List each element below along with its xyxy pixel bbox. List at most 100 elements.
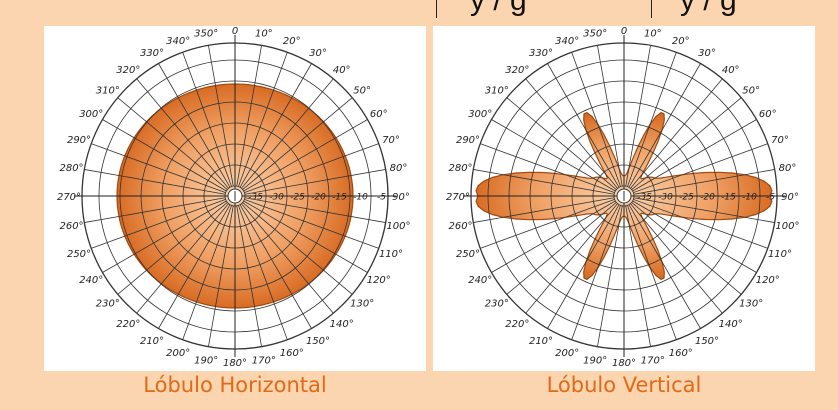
horizontal-pattern-panel: 0 10° 20° 30° 40° 50° 60° 70° 80° 90° 100° 110° 120°… (44, 26, 426, 371)
angle-label: 200° (555, 348, 579, 359)
grid-spoke (633, 143, 768, 193)
grid-spoke (628, 204, 701, 329)
angle-label: 320° (116, 65, 140, 76)
angle-label: 260° (448, 221, 472, 232)
grid-spoke (182, 205, 232, 340)
grid-spoke (473, 197, 615, 223)
angle-label: 220° (505, 319, 529, 330)
grid-spoke (182, 52, 232, 187)
db-scale-label: -10 (353, 193, 368, 203)
angle-label: 230° (485, 299, 509, 310)
grid-spoke (84, 169, 226, 195)
angle-label: 70° (382, 135, 400, 146)
grid-spoke (632, 119, 757, 192)
grid-spoke (136, 78, 229, 189)
angle-label: 130° (739, 299, 763, 310)
angle-label: 110° (379, 249, 403, 260)
angle-label: 170° (252, 355, 276, 366)
grid-spoke (242, 202, 353, 295)
grid-spoke (491, 200, 616, 273)
grid-spoke (136, 203, 229, 314)
polar-grid (74, 35, 396, 357)
grid-spoke (547, 204, 620, 329)
angle-label: 30° (698, 48, 716, 59)
angle-label: 290° (67, 135, 91, 146)
angle-label: 0 (232, 26, 238, 37)
angle-label: 10° (255, 29, 273, 40)
angle-label: 350° (194, 29, 218, 40)
angle-label: 140° (330, 319, 354, 330)
angle-label: 150° (695, 336, 719, 347)
angle-label: 100° (775, 221, 799, 232)
angle-label: 220° (116, 319, 140, 330)
grid-spoke (627, 52, 677, 187)
grid-spoke (102, 119, 227, 192)
grid-spoke (506, 97, 617, 190)
grid-spoke (625, 205, 651, 347)
angle-label: 120° (367, 275, 391, 286)
angle-label: 110° (768, 249, 792, 260)
angle-label: 190° (194, 355, 218, 366)
grid-spoke (244, 143, 379, 193)
vertical-pattern-panel: 0 10° 20° 30° 40° 50° 60° 70° 80° 90° 100° 110° 120°… (433, 26, 815, 371)
grid-spoke (91, 199, 226, 249)
db-scale-label: -15 (721, 193, 736, 203)
grid-spoke (632, 200, 757, 273)
grid-spoke (631, 202, 742, 295)
angle-label: 170° (641, 355, 665, 366)
angle-label: 190° (583, 355, 607, 366)
grid-spoke (208, 205, 234, 347)
angle-label: 20° (672, 36, 690, 47)
polar-labels: 0 10° 20° 30° 40°50° 60° 70° 80° 90° 100° 110° 120°… (446, 26, 800, 369)
angle-label: 300° (468, 109, 492, 120)
vertical-polar-diagram: 0 10° 20° 30° 40°50° 60° 70° 80° 90° 100° 110° 120°… (446, 26, 800, 369)
angle-label: 180° (223, 358, 247, 369)
angle-label: 120° (756, 275, 780, 286)
db-scale-label: -20 (700, 193, 715, 203)
db-scale-label: -5 (377, 193, 386, 203)
grid-spoke (236, 45, 262, 187)
grid-spoke (630, 78, 723, 189)
db-scale-label: -30 (269, 193, 284, 203)
angle-label: 240° (468, 275, 492, 286)
db-scale-label: -25 (679, 193, 694, 203)
grid-spoke (633, 199, 768, 249)
grid-spoke (480, 199, 615, 249)
db-scale-label: -5 (766, 193, 775, 203)
grid-spoke (571, 52, 621, 187)
grid-spoke (242, 97, 353, 190)
polar-labels: 0 10° 20° 30° 40°50° 60° 70° 80° 90° 100° 110° 120°… (57, 26, 411, 369)
grid-spoke (628, 63, 701, 188)
angle-label: 40° (722, 65, 740, 76)
angle-label: 90° (781, 192, 799, 203)
angle-label: 290° (456, 135, 480, 146)
grid-spoke (238, 205, 288, 340)
grid-spoke (631, 97, 742, 190)
angle-label: 130° (350, 299, 374, 310)
grid-spoke (633, 169, 775, 195)
angle-label: 280° (59, 163, 83, 174)
polar-grid (463, 35, 785, 357)
angle-label: 210° (529, 336, 553, 347)
angle-label: 140° (719, 319, 743, 330)
grid-spoke (239, 204, 312, 329)
header-text-fragment-left: y / g (470, 0, 527, 17)
grid-spoke (117, 97, 228, 190)
grid-spoke (208, 45, 234, 187)
angle-label: 80° (779, 163, 797, 174)
grid-spoke (117, 202, 228, 295)
angle-label: 20° (283, 36, 301, 47)
header-separator (436, 0, 437, 18)
db-scale-label: -25 (290, 193, 305, 203)
grid-spoke (238, 52, 288, 187)
grid-spoke (91, 143, 226, 193)
db-scale-label: -10 (742, 193, 757, 203)
angle-label: 230° (96, 299, 120, 310)
grid-spoke (525, 203, 618, 314)
grid-spoke (102, 200, 227, 273)
header-text-fragment-right: y / g (680, 0, 737, 17)
grid-spoke (625, 45, 651, 187)
grid-spoke (244, 169, 386, 195)
angle-label: 200° (166, 348, 190, 359)
angle-label: 340° (555, 36, 579, 47)
